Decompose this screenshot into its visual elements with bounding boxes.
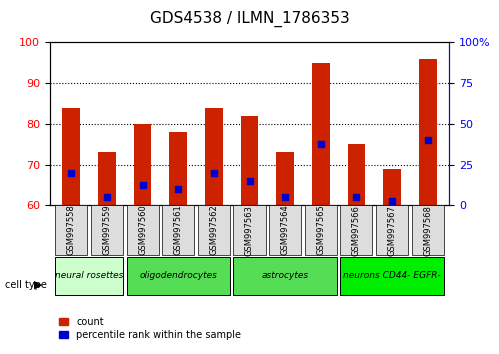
- Text: GSM997563: GSM997563: [245, 205, 254, 256]
- Text: neural rosettes: neural rosettes: [55, 271, 123, 280]
- FancyBboxPatch shape: [234, 257, 337, 295]
- FancyBboxPatch shape: [162, 205, 194, 255]
- Bar: [419, 59, 437, 205]
- Bar: [62, 108, 80, 205]
- Text: GSM997558: GSM997558: [67, 205, 76, 256]
- FancyBboxPatch shape: [127, 257, 230, 295]
- Bar: [347, 144, 365, 205]
- FancyBboxPatch shape: [55, 257, 123, 295]
- Text: astrocytes: astrocytes: [261, 271, 309, 280]
- Bar: [205, 108, 223, 205]
- FancyBboxPatch shape: [91, 205, 123, 255]
- Text: GDS4538 / ILMN_1786353: GDS4538 / ILMN_1786353: [150, 11, 349, 27]
- FancyBboxPatch shape: [269, 205, 301, 255]
- Bar: [169, 132, 187, 205]
- Bar: [241, 116, 258, 205]
- Bar: [98, 152, 116, 205]
- Text: GSM997567: GSM997567: [388, 205, 397, 256]
- FancyBboxPatch shape: [340, 257, 444, 295]
- Text: cell type: cell type: [5, 280, 47, 290]
- FancyBboxPatch shape: [412, 205, 444, 255]
- Text: GSM997562: GSM997562: [210, 205, 219, 256]
- FancyBboxPatch shape: [340, 205, 372, 255]
- FancyBboxPatch shape: [234, 205, 265, 255]
- Text: neurons CD44- EGFR-: neurons CD44- EGFR-: [343, 271, 441, 280]
- FancyBboxPatch shape: [305, 205, 337, 255]
- Text: GSM997559: GSM997559: [102, 205, 111, 256]
- Text: GSM997565: GSM997565: [316, 205, 325, 256]
- Bar: [383, 169, 401, 205]
- Text: GSM997560: GSM997560: [138, 205, 147, 256]
- Bar: [134, 124, 152, 205]
- Text: oligodendrocytes: oligodendrocytes: [139, 271, 217, 280]
- FancyBboxPatch shape: [198, 205, 230, 255]
- Text: GSM997568: GSM997568: [423, 205, 432, 256]
- Text: GSM997564: GSM997564: [280, 205, 289, 256]
- Text: ▶: ▶: [34, 280, 42, 290]
- FancyBboxPatch shape: [376, 205, 408, 255]
- FancyBboxPatch shape: [127, 205, 159, 255]
- Text: GSM997561: GSM997561: [174, 205, 183, 256]
- Bar: [312, 63, 330, 205]
- Legend: count, percentile rank within the sample: count, percentile rank within the sample: [55, 313, 245, 343]
- FancyBboxPatch shape: [55, 205, 87, 255]
- Text: GSM997566: GSM997566: [352, 205, 361, 256]
- Bar: [276, 152, 294, 205]
